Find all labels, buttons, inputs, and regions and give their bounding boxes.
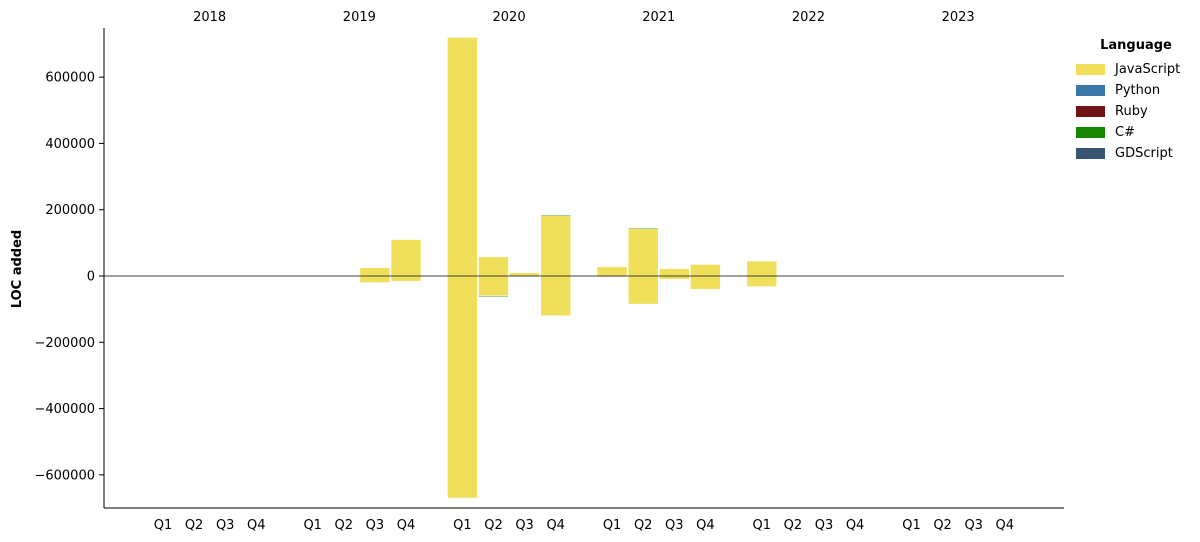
bar-javascript-negative (540, 275, 572, 317)
quarter-tick-label: Q1 (453, 518, 472, 533)
bar-javascript-positive (478, 256, 509, 277)
bar-javascript-negative (478, 275, 509, 297)
legend-item: Ruby (1072, 101, 1196, 122)
quarter-tick-label: Q1 (753, 518, 772, 533)
y-tick-label: 200000 (45, 203, 95, 218)
quarter-tick-label: Q4 (397, 518, 416, 533)
bar-javascript-negative (627, 275, 659, 305)
y-tick-label: −600000 (34, 468, 95, 483)
bar-javascript-negative (390, 275, 422, 282)
quarter-tick-label: Q2 (484, 518, 503, 533)
y-tick-label: −400000 (34, 402, 95, 417)
legend-label: C# (1115, 125, 1135, 140)
legend-label: JavaScript (1115, 62, 1181, 77)
bar-c-positive (540, 214, 572, 216)
year-label: 2019 (343, 10, 376, 25)
bar-javascript-negative (690, 275, 721, 290)
legend-swatch (1076, 106, 1105, 117)
bar-c-positive (627, 227, 659, 230)
x-axis-ticks: Q1 Q2 Q3 Q4 Q1 Q2 Q3 Q4 Q1 Q2 Q3 Q4 Q1 Q2 Q3 Q4 Q1 Q2 Q3 Q4… (154, 518, 1014, 533)
quarter-tick-label: Q4 (696, 518, 715, 533)
y-tick-label: 400000 (45, 137, 95, 152)
bar-javascript-positive (509, 272, 540, 277)
quarter-tick-label: Q2 (185, 518, 204, 533)
bar-javascript-positive (596, 266, 628, 277)
bar-javascript-negative (658, 275, 690, 280)
year-label: 2022 (792, 10, 825, 25)
bars (359, 37, 778, 499)
quarter-tick-label: Q3 (815, 518, 834, 533)
bar-javascript-positive (746, 260, 778, 277)
legend-label: Python (1115, 83, 1161, 98)
legend-item: GDScript (1072, 143, 1196, 164)
y-tick-label: 600000 (45, 71, 95, 86)
bar-javascript-positive (658, 268, 690, 277)
y-axis-label: LOC added (10, 230, 25, 308)
quarter-tick-label: Q4 (247, 518, 266, 533)
bar-javascript-negative (746, 275, 778, 287)
quarter-tick-label: Q4 (996, 518, 1015, 533)
quarter-tick-label: Q1 (154, 518, 173, 533)
quarter-tick-label: Q2 (335, 518, 354, 533)
legend-label: Ruby (1115, 104, 1148, 119)
legend-item: C# (1072, 122, 1196, 143)
quarter-tick-label: Q1 (603, 518, 622, 533)
year-labels: 2018 2019 2020 2021 2022 2023 (193, 10, 975, 25)
year-label: 2020 (493, 10, 526, 25)
quarter-tick-label: Q4 (546, 518, 565, 533)
quarter-tick-label: Q1 (303, 518, 322, 533)
y-axis-ticks: 600000 400000 200000 0 −200000 −400000 −600000 (34, 71, 104, 483)
bar-javascript-negative (359, 275, 391, 283)
year-label: 2021 (642, 10, 675, 25)
quarter-tick-label: Q2 (933, 518, 952, 533)
quarter-tick-label: Q3 (515, 518, 534, 533)
quarter-tick-label: Q2 (634, 518, 653, 533)
bar-javascript-positive (390, 239, 422, 277)
quarter-tick-label: Q4 (846, 518, 865, 533)
quarter-tick-label: Q3 (216, 518, 235, 533)
legend-title: Language (1100, 38, 1172, 53)
year-label: 2018 (193, 10, 226, 25)
legend-swatch (1076, 85, 1105, 96)
quarter-tick-label: Q1 (902, 518, 921, 533)
bar-javascript-negative (447, 275, 478, 499)
legend-item: Python (1072, 80, 1196, 101)
legend-swatch (1076, 148, 1105, 159)
legend-swatch (1076, 127, 1105, 138)
legend-items: JavaScript Python Ruby C# GDScript (1072, 59, 1196, 164)
legend: Language JavaScript Python Ruby C# GDScript (1072, 38, 1196, 164)
bar-javascript-positive (690, 264, 721, 277)
year-label: 2023 (942, 10, 975, 25)
bar-javascript-positive (359, 267, 391, 277)
quarter-tick-label: Q3 (665, 518, 684, 533)
legend-swatch (1076, 64, 1105, 75)
legend-label: GDScript (1115, 146, 1173, 161)
y-tick-label: 0 (87, 270, 95, 285)
bar-javascript-positive (447, 37, 478, 277)
y-tick-label: −200000 (34, 336, 95, 351)
bar-javascript-positive (540, 215, 572, 277)
quarter-tick-label: Q3 (964, 518, 983, 533)
quarter-tick-label: Q2 (784, 518, 803, 533)
quarter-tick-label: Q3 (366, 518, 385, 533)
legend-item: JavaScript (1072, 59, 1196, 80)
bar-javascript-positive (627, 228, 659, 277)
bar-c-negative (478, 295, 509, 298)
